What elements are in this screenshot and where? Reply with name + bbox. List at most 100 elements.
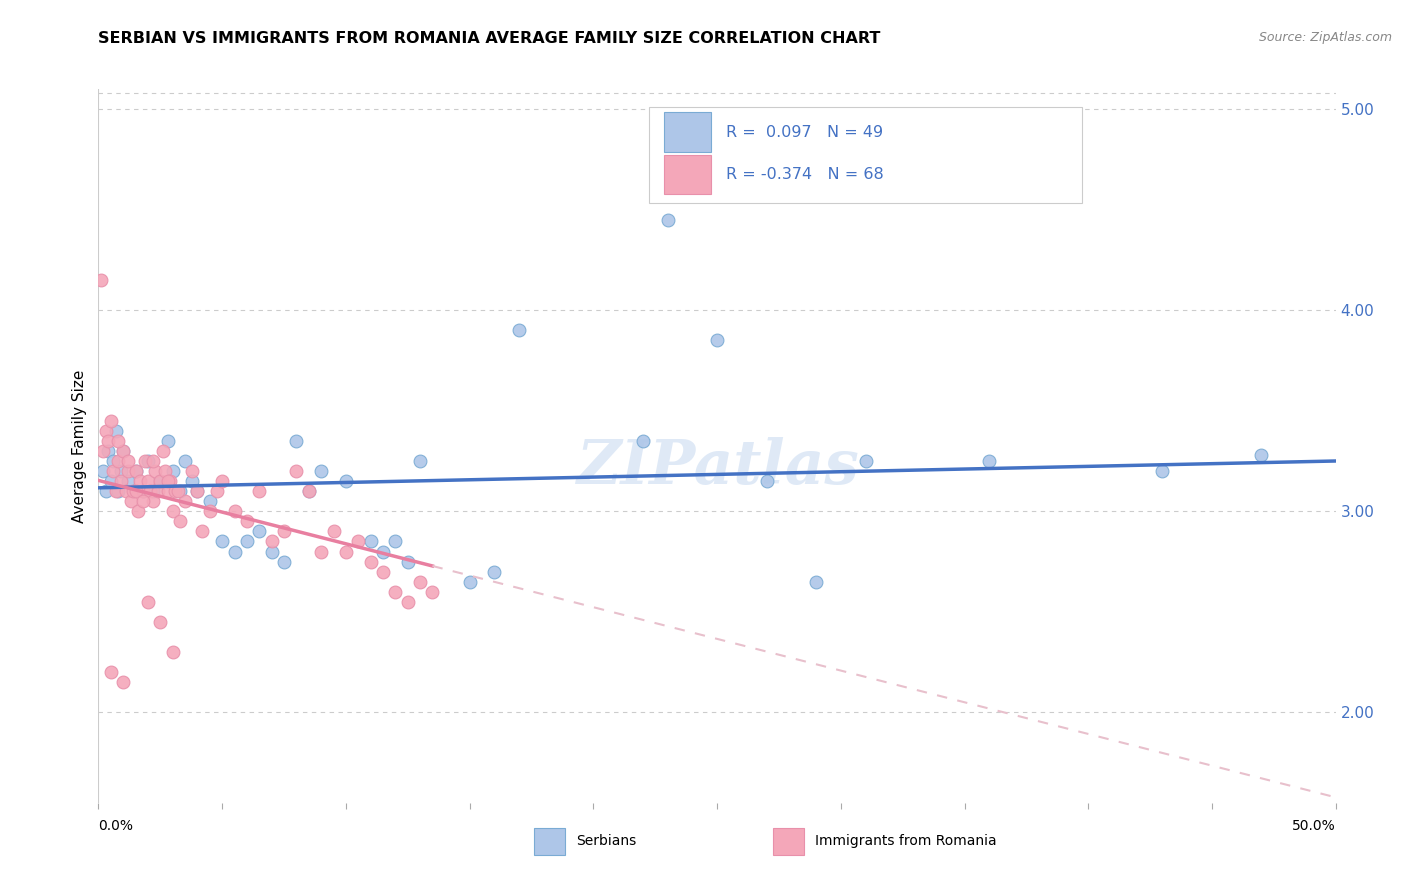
FancyBboxPatch shape (650, 107, 1083, 203)
Point (273, 524, 295, 539)
Point (224, 544, 246, 558)
Point (335, 474, 357, 488)
Point (1250, 448, 1272, 462)
Point (335, 544, 357, 558)
Point (191, 524, 214, 539)
Point (169, 484, 191, 499)
Point (142, 454, 165, 468)
Point (247, 484, 270, 499)
Point (142, 494, 165, 508)
Point (104, 484, 127, 499)
Point (298, 484, 321, 499)
Point (322, 524, 344, 539)
Bar (664, 112, 711, 152)
Point (198, 504, 221, 518)
Point (142, 484, 165, 499)
Point (371, 544, 394, 558)
Point (169, 515, 191, 529)
Point (93, 444, 115, 458)
Point (146, 484, 169, 499)
Point (422, 584, 444, 599)
Point (136, 595, 159, 609)
Point (117, 464, 139, 478)
Point (122, 484, 145, 499)
Point (285, 434, 308, 448)
Point (127, 504, 149, 518)
Point (273, 555, 295, 569)
Text: Serbians: Serbians (576, 834, 637, 848)
Point (143, 464, 166, 478)
Point (211, 474, 233, 488)
Point (706, 334, 728, 348)
Text: 0.0%: 0.0% (98, 819, 134, 833)
Point (1152, 464, 1174, 478)
Point (186, 484, 208, 499)
Point (149, 615, 172, 629)
Point (112, 444, 135, 458)
Point (104, 424, 127, 438)
Point (117, 474, 139, 488)
Point (657, 212, 679, 227)
Point (384, 584, 406, 599)
Point (804, 574, 827, 589)
Point (110, 474, 132, 488)
Point (360, 555, 382, 569)
Y-axis label: Average Family Size: Average Family Size (72, 369, 87, 523)
Point (236, 515, 259, 529)
Point (97, 434, 120, 448)
Point (94, 484, 117, 499)
Point (136, 454, 159, 468)
Point (94, 424, 117, 438)
Point (162, 645, 184, 659)
Point (181, 464, 204, 478)
Point (631, 434, 654, 448)
Text: SERBIAN VS IMMIGRANTS FROM ROMANIA AVERAGE FAMILY SIZE CORRELATION CHART: SERBIAN VS IMMIGRANTS FROM ROMANIA AVERA… (98, 31, 880, 46)
Point (107, 484, 129, 499)
Point (132, 494, 155, 508)
Text: 50.0%: 50.0% (1292, 819, 1336, 833)
Point (149, 474, 172, 488)
Point (149, 474, 172, 488)
Text: ZIPatlas: ZIPatlas (575, 437, 859, 498)
Point (371, 565, 394, 579)
Point (285, 464, 308, 478)
Point (129, 474, 152, 488)
Point (132, 484, 155, 499)
Point (156, 474, 179, 488)
Point (152, 444, 174, 458)
Point (97, 444, 120, 458)
Point (508, 323, 530, 337)
Point (100, 665, 122, 680)
Point (396, 555, 419, 569)
Point (114, 484, 136, 499)
Point (100, 414, 122, 428)
Point (236, 534, 259, 549)
Point (360, 534, 382, 549)
Point (155, 464, 177, 478)
Point (124, 484, 146, 499)
Point (186, 484, 208, 499)
Point (117, 454, 139, 468)
Point (134, 454, 156, 468)
Text: R =  0.097   N = 49: R = 0.097 N = 49 (725, 125, 883, 139)
Point (112, 675, 135, 690)
Point (103, 464, 125, 478)
Point (755, 474, 778, 488)
Point (162, 464, 184, 478)
Point (347, 534, 370, 549)
Point (484, 565, 506, 579)
Bar (664, 155, 711, 194)
Point (156, 484, 179, 499)
Point (139, 484, 162, 499)
Point (979, 454, 1001, 468)
Point (124, 464, 146, 478)
Point (409, 454, 432, 468)
Text: Immigrants from Romania: Immigrants from Romania (815, 834, 997, 848)
Point (458, 574, 481, 589)
Point (309, 464, 332, 478)
Point (181, 474, 204, 488)
Point (174, 494, 197, 508)
Point (100, 474, 122, 488)
Point (247, 524, 270, 539)
Point (166, 484, 188, 499)
